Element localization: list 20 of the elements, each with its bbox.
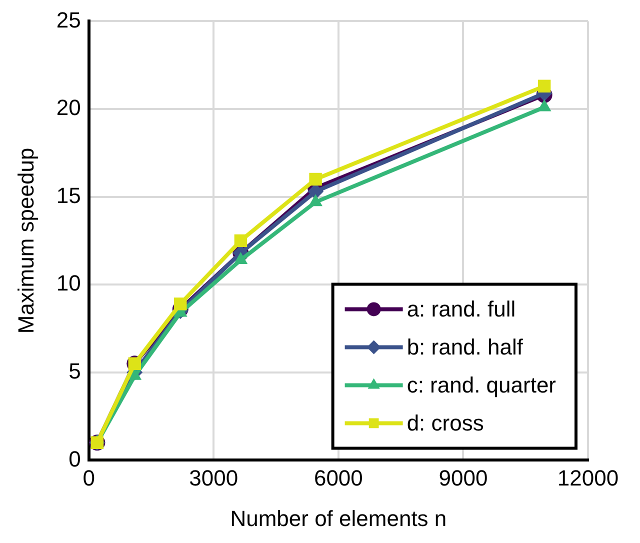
x-tick-label: 3000 [189, 465, 238, 490]
y-tick-label: 20 [56, 95, 81, 120]
y-tick-label: 15 [56, 182, 81, 208]
y-tick-label: 0 [68, 446, 81, 472]
y-tick-label: 5 [68, 358, 81, 384]
point [538, 80, 551, 93]
legend-label: b: rand. half [406, 334, 524, 360]
x-axis-title: Number of elements n [230, 506, 447, 531]
point [174, 298, 187, 310]
x-tick-label: 9000 [438, 465, 488, 490]
point [309, 172, 322, 186]
legend-label: c: rand. quarter [406, 372, 556, 398]
y-axis-title: Maximum speedup [13, 148, 38, 334]
legend-label: a: rand. full [406, 296, 516, 322]
x-tick-label: 6000 [314, 465, 363, 490]
point [234, 234, 248, 248]
legend-label: d: cross [406, 410, 484, 436]
y-tick-label: 10 [56, 270, 81, 296]
x-tick-label: 12000 [557, 465, 619, 490]
y-tick-label: 25 [56, 7, 81, 32]
